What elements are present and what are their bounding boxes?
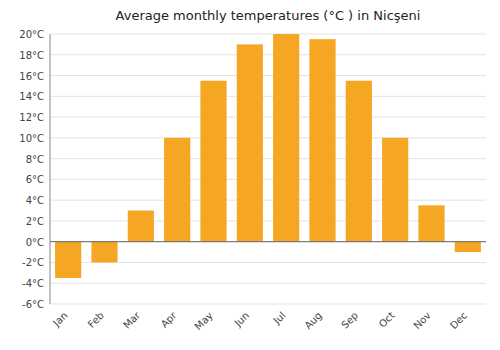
y-axis-line xyxy=(50,34,51,304)
x-tick-label: Oct xyxy=(377,310,397,330)
y-tick-label: 16°C xyxy=(19,71,44,82)
bar xyxy=(309,39,335,242)
x-tick-label: May xyxy=(193,310,215,332)
y-tick-label: 0°C xyxy=(26,237,44,248)
y-tick-label: -6°C xyxy=(22,299,44,310)
y-tick-label: -4°C xyxy=(22,278,44,289)
bar xyxy=(382,138,408,242)
chart-container: Average monthly temperatures (°C ) in Ni… xyxy=(0,0,500,350)
grid-line xyxy=(50,304,486,305)
x-tick-label: Nov xyxy=(411,310,433,332)
bar xyxy=(164,138,190,242)
y-tick-label: 6°C xyxy=(26,174,44,185)
x-tick-label: Jul xyxy=(271,310,288,327)
bar xyxy=(200,81,226,242)
y-tick-label: 18°C xyxy=(19,50,44,61)
x-tick-label: Dec xyxy=(448,310,469,331)
zero-line xyxy=(50,241,486,242)
x-tick-label: Jan xyxy=(50,310,69,329)
y-tick-label: 8°C xyxy=(26,154,44,165)
x-tick-label: Jun xyxy=(232,310,252,330)
x-tick-label: Apr xyxy=(159,309,180,330)
grid-line xyxy=(50,200,486,201)
bar xyxy=(55,242,81,278)
chart: Average monthly temperatures (°C ) in Ni… xyxy=(0,0,500,350)
y-tick-label: 10°C xyxy=(19,133,44,144)
grid-line xyxy=(50,117,486,118)
grid-line xyxy=(50,179,486,180)
grid-line xyxy=(50,241,486,242)
grid-line xyxy=(50,283,486,284)
grid-line xyxy=(50,54,486,55)
bar xyxy=(237,44,263,241)
y-tick-label: -2°C xyxy=(22,257,44,268)
y-tick-label: 14°C xyxy=(19,91,44,102)
grid-line xyxy=(50,137,486,138)
grid-line xyxy=(50,34,486,35)
y-tick-label: 20°C xyxy=(19,29,44,40)
bar xyxy=(128,211,154,242)
grid-line xyxy=(50,75,486,76)
y-tick-label: 12°C xyxy=(19,112,44,123)
y-axis: -6°C -4°C -2°C 0°C 2°C 4°C 6°C 8°C 10°C 12°C 14°C 1… xyxy=(19,29,486,310)
bar xyxy=(91,242,117,263)
title: Average monthly temperatures (°C ) in Ni… xyxy=(116,8,421,23)
x-tick-label: Feb xyxy=(86,310,106,330)
y-tick-label: 4°C xyxy=(26,195,44,206)
grid-line xyxy=(50,158,486,159)
x-axis: Jan Feb Mar Apr May Jun Jul Aug Sep Oct Nov Dec xyxy=(50,309,469,332)
grid-line xyxy=(50,96,486,97)
bar xyxy=(455,242,481,252)
bar xyxy=(418,205,444,241)
y-tick-label: 2°C xyxy=(26,216,44,227)
x-tick-label: Mar xyxy=(121,309,143,331)
bar xyxy=(273,34,299,242)
x-tick-label: Sep xyxy=(339,310,360,331)
bar xyxy=(346,81,372,242)
x-tick-label: Aug xyxy=(302,310,324,332)
